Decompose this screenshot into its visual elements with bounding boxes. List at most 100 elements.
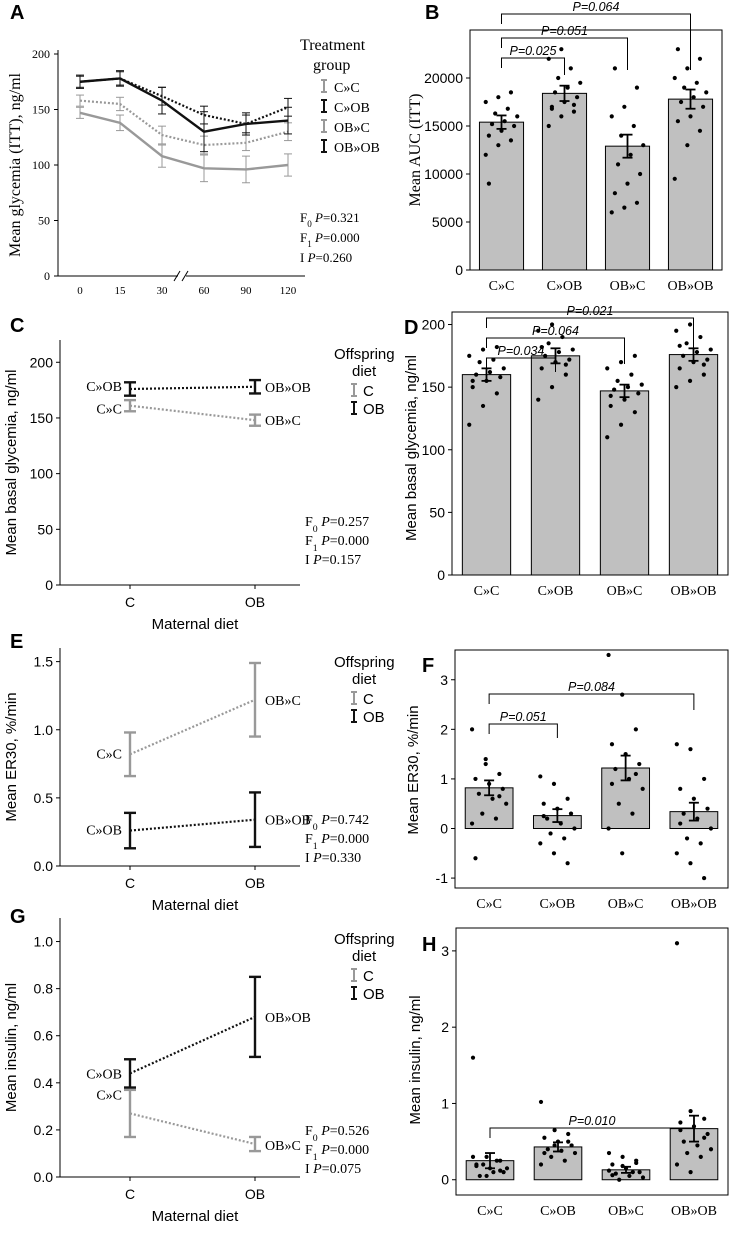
h-point-0-13 [498,1168,503,1173]
g-point-label-0-1: OB»C [265,1139,301,1154]
h-point-2-6 [613,1171,618,1176]
d-point-1-7 [556,349,562,355]
d-point-1-0 [536,397,541,402]
h-x-tick-2: OB»C [608,1204,644,1219]
d-comparison-0 [486,357,556,372]
c-y-tick-2: 100 [30,466,54,482]
h-point-2-7 [627,1173,632,1179]
b-point-2-11 [609,114,614,119]
b-point-2-7 [628,152,633,157]
d-x-tick-2: OB»C [607,584,643,599]
d-point-1-12 [549,322,555,327]
f-point-0-1 [483,761,488,767]
g-y-label: Mean insulin, ng/ml [3,983,20,1112]
b-comparison-label-1: P=0.051 [541,24,588,38]
h-point-0-1 [484,1154,489,1159]
f-point-0-10 [493,816,499,821]
d-point-3-9 [684,341,689,346]
d-point-3-11 [674,328,679,333]
e-stat-2: I P=0.330 [305,851,361,866]
f-point-3-3 [678,786,683,791]
f-y-tick-4: 3 [440,672,448,688]
d-comparison-label-1: P=0.064 [532,324,579,338]
d-point-2-5 [636,391,641,396]
b-error-0 [496,114,507,130]
d-point-3-6 [681,353,686,358]
h-point-2-9 [617,1177,622,1182]
d-point-2-13 [632,353,637,358]
f-point-3-14 [678,821,683,826]
f-point-0-12 [483,756,488,762]
a-x-tick-0: 0 [77,285,83,297]
a-legend-key-0 [321,79,327,93]
h-y-tick-1: 1 [441,1095,449,1111]
b-point-3-13 [697,56,703,61]
f-point-3-5 [705,806,710,811]
e-series-line-1 [129,818,256,832]
c-1-err-0 [124,381,136,397]
c-legend-key-0 [351,383,357,397]
e-legend-label-1: OB [363,709,385,726]
d-point-1-5 [567,357,572,362]
g-y-tick-5: 1.0 [34,934,54,950]
f-x-tick-0: C»C [476,897,502,912]
d-point-0-9 [477,359,482,365]
f-comparison-label-0: P=0.051 [500,710,547,724]
d-point-3-8 [708,347,713,352]
f-error-0 [484,779,495,797]
a-series-line-0 [79,99,289,147]
f-point-1-14 [541,814,546,819]
h-point-3-6 [681,1139,686,1144]
h-point-0-0 [470,1055,476,1060]
f-point-1-5 [568,811,574,816]
b-x-tick-2: OB»C [610,279,646,294]
e-point-label-0-1: OB»C [265,694,301,709]
b-point-3-10 [694,80,699,85]
a-0-err-0 [76,94,84,107]
f-point-2-9 [616,801,621,806]
g-0-err-1 [249,1135,261,1153]
a-x-tick-1: 15 [115,285,127,297]
panel-label-h: H [422,934,436,956]
d-point-1-8 [570,347,575,352]
a-y-tick-1: 50 [38,214,50,228]
f-point-1-0 [538,774,543,779]
f-comparison-1 [488,693,695,710]
panel-label-e: E [10,631,23,653]
g-legend-label-1: OB [363,986,385,1003]
f-point-1-2 [565,796,570,801]
h-point-1-10 [562,1158,567,1163]
c-y-label: Mean basal glycemia, ng/ml [3,370,20,556]
h-point-3-12 [688,1170,693,1175]
d-point-2-3 [608,403,613,409]
d-point-2-2 [632,410,637,415]
b-point-3-3 [675,119,681,124]
h-point-0-6 [477,1173,482,1179]
e-y-tick-3: 1.5 [34,654,54,670]
a-y-tick-3: 150 [32,103,50,117]
b-error-1 [559,84,570,102]
f-point-3-12 [688,861,693,866]
h-point-2-1 [620,1154,625,1159]
h-point-3-9 [685,1150,690,1156]
a-y-tick-0: 0 [44,269,50,283]
h-point-1-1 [552,1128,557,1133]
b-y-tick-1: 5000 [432,214,463,230]
f-point-3-7 [695,816,700,821]
c-y-tick-3: 150 [30,410,54,426]
a-y-tick-4: 200 [32,47,50,61]
b-point-3-2 [697,128,703,133]
f-frame [454,649,729,889]
h-x-tick-0: C»C [477,1204,503,1219]
h-error-0 [485,1152,495,1170]
e-legend-key-1 [351,709,357,723]
e-point-label-1-0: C»OB [86,824,122,839]
b-point-0-10 [505,106,510,111]
a-legend-title-1: Treatment [300,37,366,54]
g-0-err-0 [124,1088,136,1139]
d-point-3-10 [698,334,703,340]
a-y-label: Mean glycemia (ITT), ng/ml [7,72,24,256]
f-point-2-14 [609,781,615,786]
d-point-1-6 [543,353,548,358]
d-point-1-13 [563,362,568,367]
